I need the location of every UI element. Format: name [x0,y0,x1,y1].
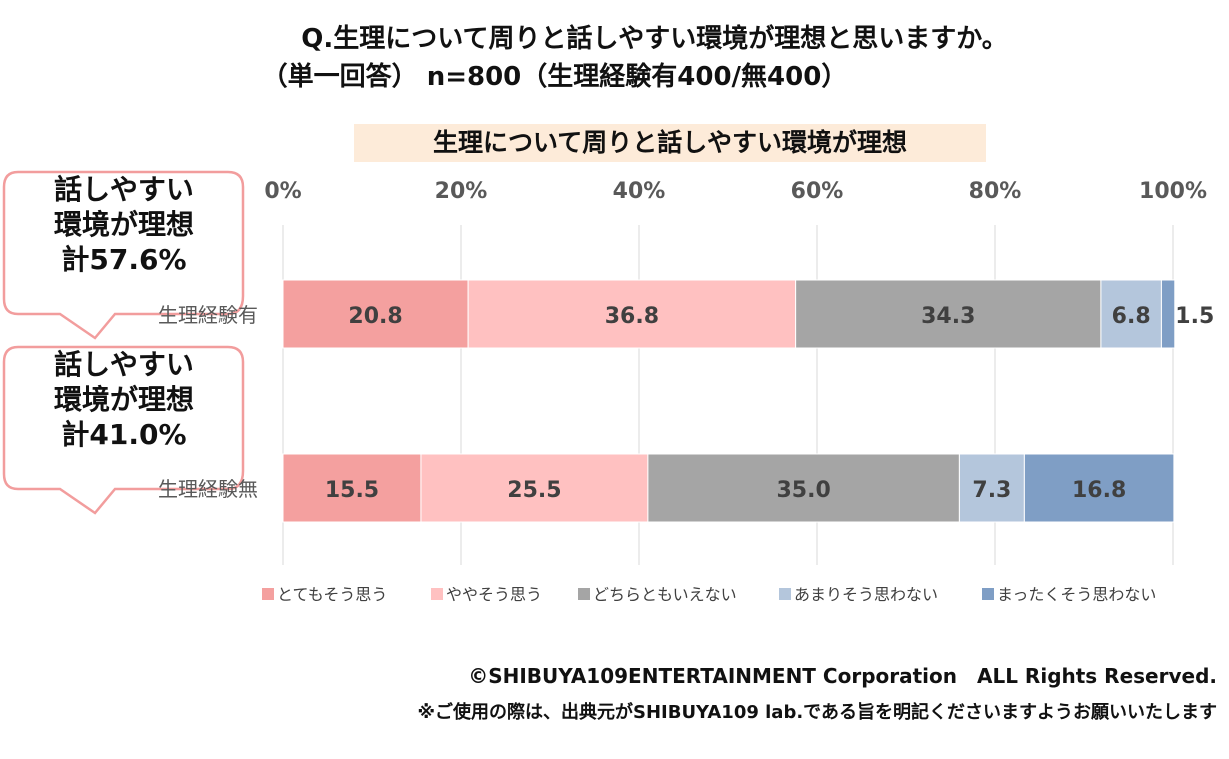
bar-segment [282,279,469,349]
callout-not-experienced: 話しやすい 環境が理想 計41.0% [4,347,244,452]
x-tick-label: 0% [264,179,301,204]
callout-line: 環境が理想 [53,208,194,241]
category-label: 生理経験有 [158,303,258,327]
bar-segment [1100,279,1162,349]
x-tick-label: 100% [1139,179,1207,204]
legend-label: どちらともいえない [593,585,737,604]
category-label: 生理経験無 [158,477,258,501]
bar-segment [647,453,960,523]
bar-segment [420,453,649,523]
callout-line: 環境が理想 [53,383,194,416]
sample-info: （単一回答） n=800（生理経験有400/無400） [261,62,848,92]
x-tick-label: 60% [791,179,844,204]
callout-line: 話しやすい [54,173,194,206]
callout-experienced: 話しやすい 環境が理想 計57.6% [4,172,244,277]
legend-swatch [779,588,791,600]
data-label: 25.5 [507,478,561,503]
legend-label: ややそう思う [446,585,542,604]
callout-bubble [2,170,245,340]
copyright: ©SHIBUYA109ENTERTAINMENT Corporation ALL… [468,664,1217,688]
legend-label: あまりそう思わない [794,585,938,604]
bar-segment [467,279,797,349]
data-label: 34.3 [921,304,975,329]
data-label: 16.8 [1072,478,1126,503]
legend-swatch [578,588,590,600]
x-tick-label: 80% [969,179,1022,204]
x-tick-label: 20% [435,179,488,204]
data-label: 7.3 [972,478,1011,503]
usage-note: ※ご使用の際は、出典元がSHIBUYA109 lab.である旨を明記くださいます… [417,702,1218,723]
legend-swatch [982,588,994,600]
bar-segment [795,279,1102,349]
callout-bubble [2,345,245,515]
data-label: 6.8 [1112,304,1151,329]
callout-total: 計57.6% [61,243,187,276]
data-label: 35.0 [777,478,831,503]
legend-label: とてもそう思う [277,585,387,604]
bar-segment [282,453,422,523]
legend-swatch [431,588,443,600]
bar-segment [958,453,1025,523]
x-tick-label: 40% [613,179,666,204]
legend-swatch [262,588,274,600]
callout-line: 話しやすい [54,348,194,381]
data-label: 20.8 [348,304,402,329]
chart-title: 生理について周りと話しやすい環境が理想 [354,124,986,162]
question-title: Q.生理について周りと話しやすい環境が理想と思いますか。 [301,24,1008,54]
callout-total: 計41.0% [61,418,187,451]
bar-segment [1023,453,1175,523]
bar-segment [1160,279,1176,349]
data-label: 15.5 [325,478,379,503]
data-label: 36.8 [605,304,659,329]
data-label: 1.5 [1175,304,1214,329]
legend-label: まったくそう思わない [997,585,1156,604]
